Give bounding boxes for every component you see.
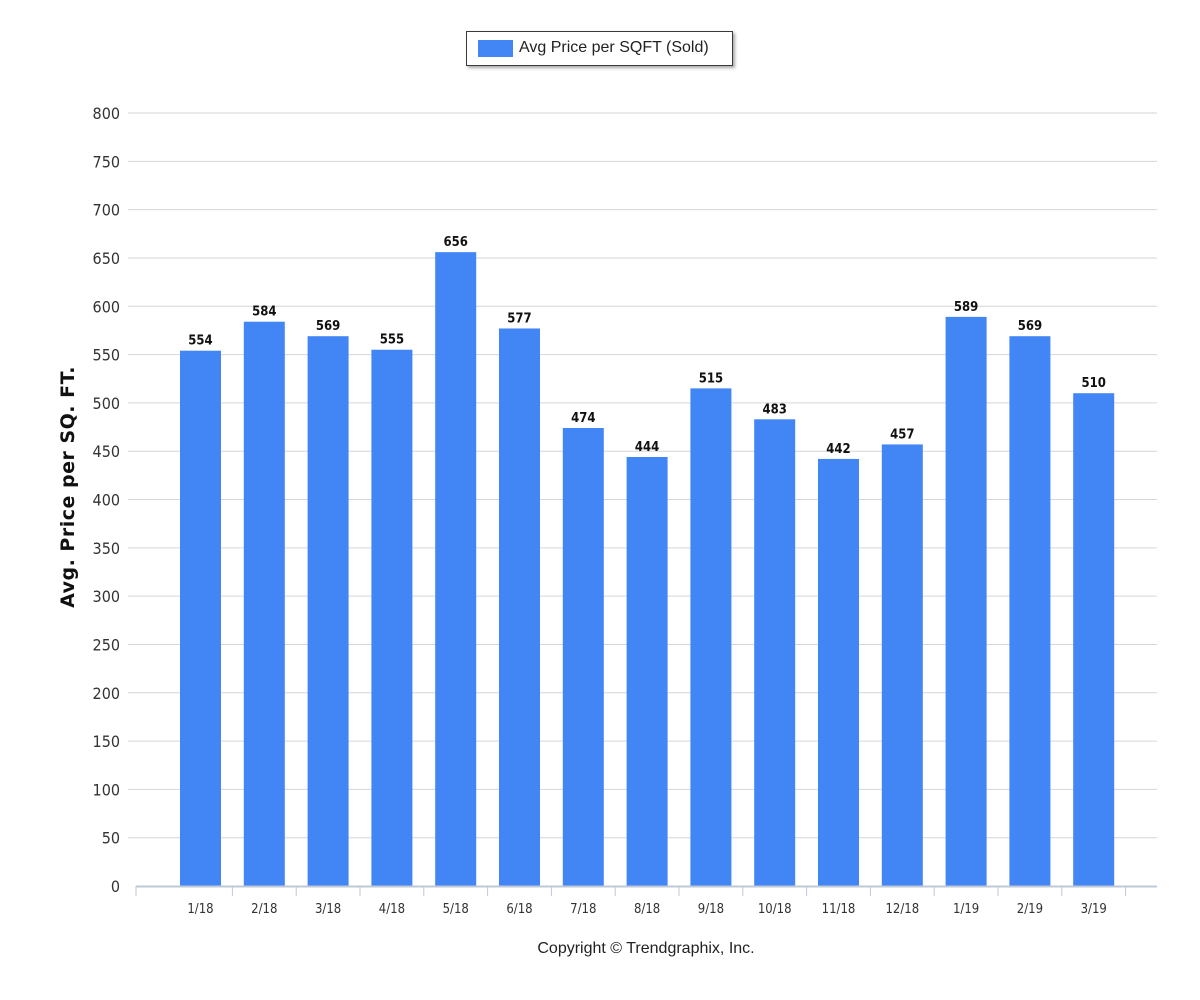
x-tick-label: 1/19 (953, 902, 979, 917)
data-label: 569 (1018, 319, 1042, 334)
y-tick-label: 0 (111, 877, 120, 896)
y-tick-label: 500 (93, 394, 120, 413)
bar (754, 419, 796, 886)
legend-label: Avg Price per SQFT (Sold) (519, 39, 709, 56)
x-tick-label: 2/18 (251, 902, 277, 917)
y-tick-label: 250 (93, 635, 120, 654)
data-label: 442 (826, 442, 850, 457)
legend-swatch (478, 40, 513, 57)
bar (243, 321, 285, 887)
y-tick-label: 450 (93, 442, 120, 461)
y-tick-label: 750 (93, 152, 120, 171)
data-label: 457 (890, 427, 914, 442)
copyright-text: Copyright © Trendgraphix, Inc. (537, 940, 755, 957)
data-label: 589 (954, 300, 978, 315)
bar (435, 252, 477, 886)
bar (945, 316, 987, 886)
y-tick-label: 600 (93, 297, 120, 316)
x-tick-label: 9/18 (698, 902, 724, 917)
y-tick-label: 50 (102, 829, 120, 848)
x-tick-label: 3/18 (315, 902, 341, 917)
bar (562, 427, 604, 886)
y-tick-label: 100 (93, 780, 120, 799)
data-label: 483 (762, 402, 786, 417)
data-label: 474 (571, 411, 595, 426)
x-tick-label: 5/18 (443, 902, 469, 917)
y-tick-label: 150 (93, 732, 120, 751)
y-tick-label: 800 (93, 104, 120, 123)
bar (371, 349, 413, 886)
bar (881, 444, 923, 886)
x-tick-label: 4/18 (379, 902, 405, 917)
y-tick-label: 350 (93, 539, 120, 558)
bar (307, 336, 349, 886)
data-label: 656 (443, 235, 467, 250)
x-tick-label: 3/19 (1081, 902, 1107, 917)
bar (690, 388, 732, 886)
bar (180, 350, 221, 886)
bar (499, 328, 540, 886)
data-label: 584 (252, 305, 276, 320)
x-tick-labels: 1/18 2/18 3/18 4/18 5/18 6/18 7/18 8/18 9/18 10/1… (187, 902, 1106, 917)
data-labels: 554 584 569 555 656 577 474 444 515 483 442 457 589 5… (188, 235, 1106, 457)
x-tick-label: 8/18 (634, 902, 660, 917)
x-tick-label: 1/18 (187, 902, 213, 917)
data-label: 555 (380, 333, 404, 348)
y-tick-label: 650 (93, 249, 120, 268)
data-label: 515 (699, 371, 723, 386)
bar (818, 458, 859, 886)
bars (180, 252, 1115, 887)
data-label: 554 (188, 334, 212, 349)
x-tick-label: 10/18 (758, 902, 792, 917)
y-tick-label: 550 (93, 346, 120, 365)
y-tick-label: 400 (93, 491, 120, 510)
x-tick-label: 6/18 (506, 902, 532, 917)
bar (626, 456, 668, 886)
x-tick-label: 7/18 (570, 902, 596, 917)
y-tick-label: 200 (93, 684, 120, 703)
y-tick-label: 300 (93, 587, 120, 606)
x-axis (135, 885, 1157, 896)
legend[interactable]: Avg Price per SQFT (Sold) (466, 31, 733, 66)
x-tick-label: 12/18 (885, 902, 919, 917)
bar (1073, 393, 1115, 886)
data-label: 510 (1081, 376, 1105, 391)
bar (1009, 336, 1051, 886)
x-tick-label: 2/19 (1017, 902, 1043, 917)
data-label: 577 (507, 311, 531, 326)
data-label: 569 (316, 319, 340, 334)
x-tick-label: 11/18 (822, 902, 856, 917)
y-tick-label: 700 (93, 201, 120, 220)
data-label: 444 (635, 440, 659, 455)
y-tick-labels: 0 50 100 150 200 250 300 350 400 450 500 550 600 650 7… (93, 104, 120, 896)
